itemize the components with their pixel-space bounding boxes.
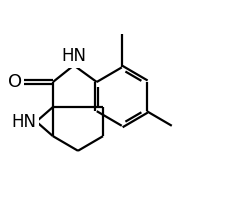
Text: HN: HN [11,113,36,131]
Text: HN: HN [61,47,86,65]
Text: O: O [8,73,22,91]
